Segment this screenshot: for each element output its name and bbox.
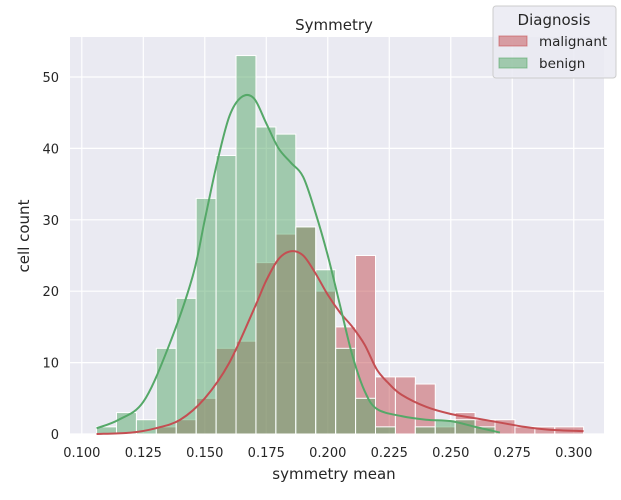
benign-bar: [155, 347, 177, 435]
x-tick-label: 0.175: [248, 446, 285, 461]
y-tick-label: 40: [42, 142, 59, 157]
benign-bar: [235, 55, 257, 435]
y-axis-label: cell count: [15, 199, 33, 272]
malignant-bar: [374, 376, 396, 435]
x-tick-label: 0.300: [555, 446, 592, 461]
x-tick-label: 0.100: [63, 446, 100, 461]
x-tick-labels: 0.100 0.125 0.150 0.175 0.200 0.225 0.250 0.275…: [63, 446, 592, 461]
y-tick-label: 20: [42, 285, 59, 300]
benign-kde-line: [96, 93, 501, 434]
x-tick-label: 0.150: [186, 446, 223, 461]
y-tick-label: 30: [42, 214, 59, 229]
benign-bar: [275, 133, 297, 435]
legend-label-benign: benign: [539, 56, 585, 72]
benign-bar: [414, 426, 436, 435]
x-tick-label: 0.250: [432, 446, 469, 461]
benign-bar: [195, 197, 217, 435]
benign-bar: [335, 347, 357, 435]
x-axis-label: symmetry mean: [272, 465, 395, 483]
chart-title: Symmetry: [295, 16, 373, 34]
benign-bar: [315, 269, 337, 435]
x-tick-label: 0.125: [125, 446, 162, 461]
kde-curves: [96, 93, 584, 435]
y-tick-label: 50: [42, 71, 59, 86]
y-tick-label: 0: [51, 428, 59, 443]
x-tick-label: 0.275: [494, 446, 531, 461]
legend-swatch-malignant: [498, 35, 528, 47]
benign-bar: [355, 397, 376, 435]
legend-swatch-benign: [498, 57, 528, 69]
malignant-kde-line: [96, 250, 584, 435]
x-tick-label: 0.225: [371, 446, 408, 461]
legend: Diagnosis malignant benign: [492, 5, 617, 79]
benign-bars: [96, 55, 496, 435]
y-tick-labels: 0 10 20 30 40 50: [42, 71, 59, 443]
legend-label-malignant: malignant: [539, 34, 607, 50]
y-tick-label: 10: [42, 357, 59, 372]
legend-title: Diagnosis: [518, 11, 591, 29]
x-tick-label: 0.200: [309, 446, 346, 461]
benign-bar: [374, 426, 396, 435]
malignant-bar: [394, 376, 416, 435]
benign-bar: [215, 155, 237, 435]
